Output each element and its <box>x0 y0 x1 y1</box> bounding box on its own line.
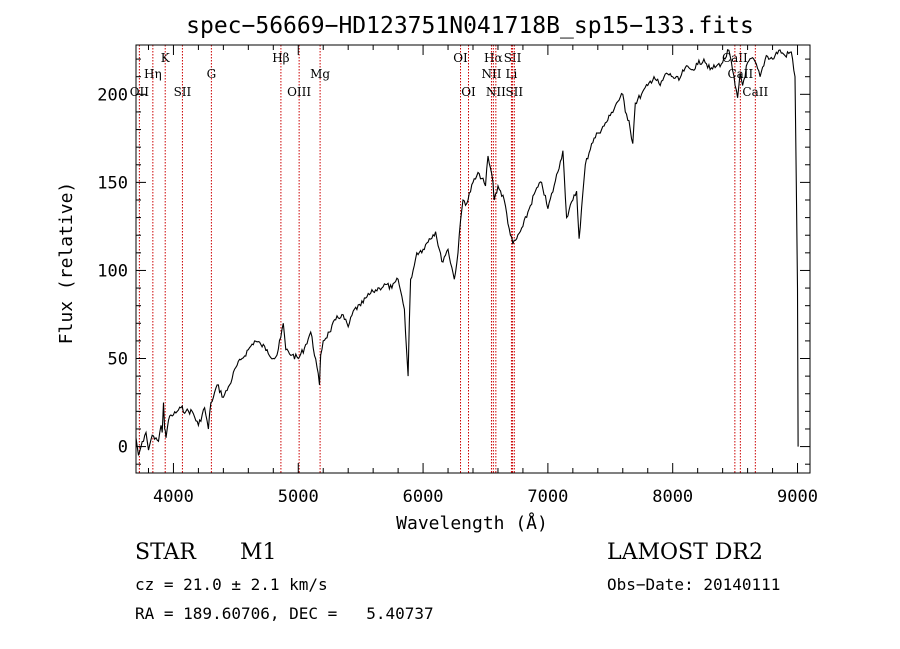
spectral-line-label: G <box>207 67 217 81</box>
spectral-line-label: Hα <box>484 51 503 65</box>
spectral-line-label: Hβ <box>272 51 289 65</box>
spectral-line-label: SII <box>174 85 192 99</box>
redshift-text: cz = 21.0 ± 2.1 km/s <box>135 575 328 594</box>
spectral-line-label: NII <box>481 67 501 81</box>
y-tick-label: 100 <box>97 261 128 281</box>
chart-title: spec−56669−HD123751N041718B_sp15−133.fit… <box>186 13 754 39</box>
spectral-line-label: CaII <box>722 51 748 65</box>
spectral-line-markers: OIIHηKSIIGHβOIIIMgOIOIHαNIINIILiSIISIICa… <box>130 45 768 473</box>
obs-date-text: Obs−Date: 20140111 <box>607 575 781 594</box>
spectral-line-label: OII <box>130 85 150 99</box>
spectral-line-label: SII <box>504 51 522 65</box>
x-tick-label: 4000 <box>153 487 194 507</box>
spectral-line-label: Hη <box>144 67 162 81</box>
y-axis-label: Flux (relative) <box>56 182 77 345</box>
object-class: STAR <box>135 540 196 565</box>
x-tick-label: 8000 <box>652 487 693 507</box>
spectral-line-label: OI <box>453 51 468 65</box>
spectral-line-label: OIII <box>287 85 311 99</box>
spectral-line-label: K <box>161 51 171 65</box>
survey-name: LAMOST DR2 <box>607 540 763 565</box>
y-tick-label: 50 <box>108 350 128 370</box>
object-subclass: M1 <box>240 540 277 565</box>
spectral-line-label: Li <box>506 67 518 81</box>
y-tick-label: 0 <box>118 438 128 458</box>
x-tick-label: 7000 <box>527 487 568 507</box>
axis-ticks: 4000 5000 6000 7000 8000 9000 0 50 100 150 200 <box>97 45 818 507</box>
spectral-line-label: SII <box>505 85 523 99</box>
x-tick-label: 9000 <box>777 487 818 507</box>
coordinates-text: RA = 189.60706, DEC = 5.40737 <box>135 604 434 623</box>
plot-frame <box>135 44 811 474</box>
spectral-line-label: Mg <box>310 67 330 81</box>
spectral-line-label: CaII <box>742 85 768 99</box>
x-tick-label: 5000 <box>278 487 319 507</box>
spectral-line-label: NII <box>486 85 506 99</box>
x-axis-label: Wavelength (Å) <box>396 512 548 534</box>
y-tick-label: 150 <box>97 173 128 193</box>
y-tick-label: 200 <box>97 85 128 105</box>
spectrum-line <box>135 49 799 456</box>
x-tick-label: 6000 <box>403 487 444 507</box>
spectral-line-label: OI <box>461 85 476 99</box>
